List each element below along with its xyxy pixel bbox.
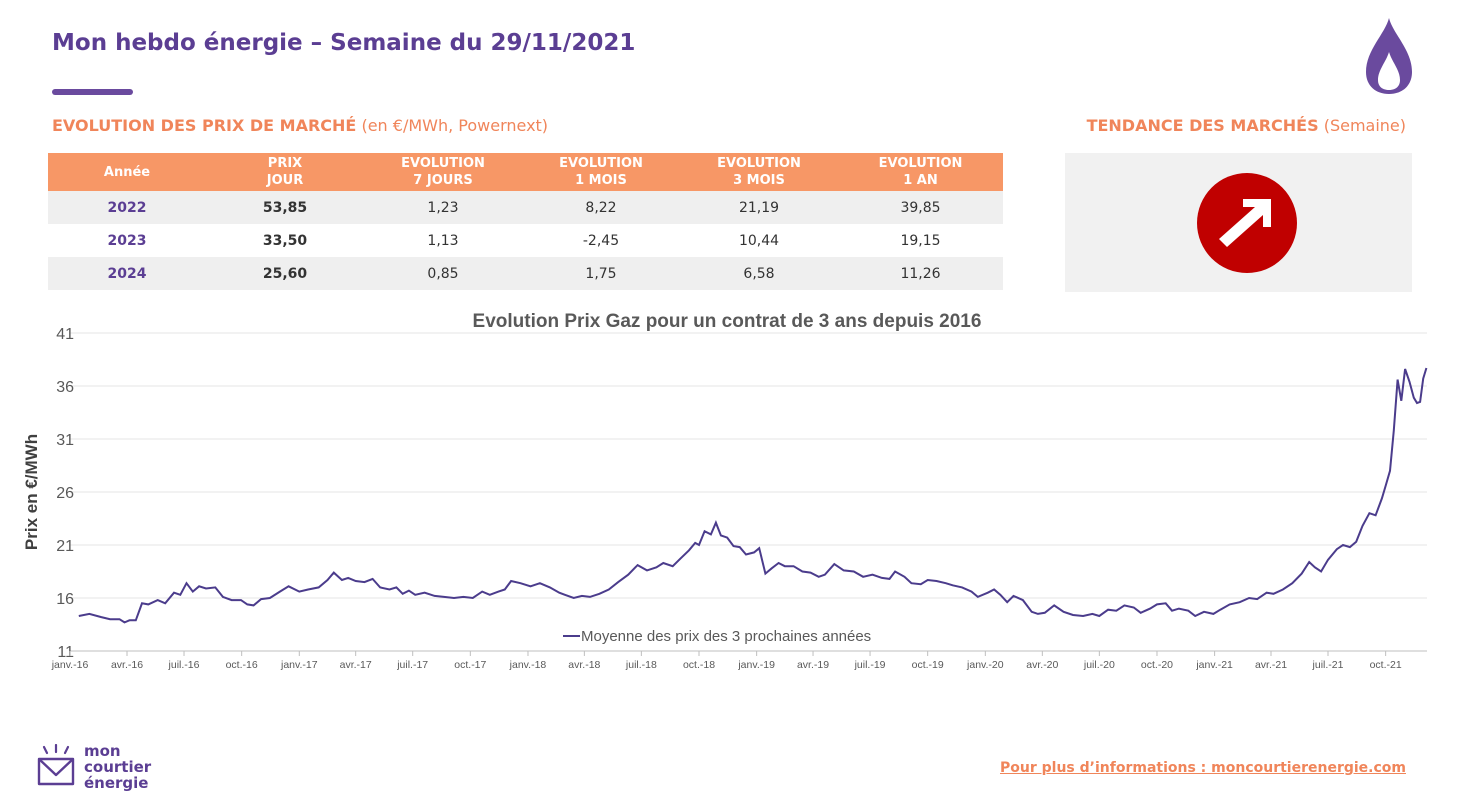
x-tick-label: oct.-18 [683,659,715,671]
trend-section-title: TENDANCE DES MARCHÉS (Semaine) [1086,116,1406,135]
x-tick-label: janv.-19 [737,659,775,671]
header-year: Année [48,153,206,191]
x-tick-label: avr.-19 [797,659,829,671]
cell-day-price: 53,85 [206,191,364,224]
cell-evolution-7d: 1,23 [364,191,522,224]
page-title: Mon hebdo énergie – Semaine du 29/11/202… [52,30,636,56]
up-right-arrow-icon [1197,173,1297,273]
cell-evolution-3m: 21,19 [680,191,838,224]
x-tick-label: avr.-16 [111,659,143,671]
table-row: 2023 33,50 1,13 -2,45 10,44 19,15 [48,224,1003,257]
x-tick-label: avr.-20 [1026,659,1058,671]
x-tick-label: oct.-19 [912,659,944,671]
x-tick-label: oct.-16 [226,659,258,671]
price-chart: Evolution Prix Gaz pour un contrat de 3 … [22,311,1428,671]
cell-evolution-1y: 11,26 [838,257,1003,290]
legend-label: Moyenne des prix des 3 prochaines années [581,628,871,645]
x-tick-label: juil.-16 [168,659,200,671]
table-row: 2024 25,60 0,85 1,75 6,58 11,26 [48,257,1003,290]
x-tick-label: janv.-21 [1195,659,1233,671]
cell-evolution-1y: 19,15 [900,232,941,249]
header-day-price: PRIX JOUR [206,153,364,191]
x-tick-label: avr.-17 [340,659,372,671]
cell-evolution-7d: 1,13 [427,232,459,249]
x-tick-label: oct.-17 [454,659,486,671]
y-tick-label: 36 [56,379,74,396]
y-tick-label: 11 [57,644,74,661]
cell-evolution-3m: 6,58 [680,257,838,290]
logo-icon [37,744,75,786]
x-tick-label: juil.-21 [1312,659,1344,671]
cell-day-price: 33,50 [262,232,308,249]
header-evolution-1y: EVOLUTION 1 AN [838,153,1003,191]
cell-evolution-1m: 1,75 [522,257,680,290]
cell-evolution-7d: 0,85 [364,257,522,290]
x-tick-label: juil.-18 [625,659,657,671]
x-tick-label: juil.-19 [854,659,886,671]
logo-text: mon courtier énergie [84,742,152,792]
table-row: 2022 53,85 1,23 8,22 21,19 39,85 [48,191,1003,224]
cell-evolution-1m: -2,45 [582,232,620,249]
y-axis-label: Prix en €/MWh [22,434,41,550]
cell-year: 2024 [48,257,206,290]
cell-evolution-1y: 39,85 [838,191,1003,224]
cell-year: 2022 [48,191,206,224]
y-tick-label: 16 [56,591,74,608]
x-tick-label: avr.-21 [1255,659,1287,671]
header-evolution-3m: EVOLUTION 3 MOIS [680,153,838,191]
cell-evolution-1m: 8,22 [522,191,680,224]
x-tick-label: oct.-20 [1141,659,1173,671]
x-tick-label: juil.-17 [396,659,428,671]
price-table: Année PRIX JOUR EVOLUTION 7 JOURS EVOLUTIO… [48,153,1003,290]
trend-box [1065,153,1412,292]
y-axis-ticks: 41 36 31 26 21 16 11 [56,326,74,661]
y-tick-label: 31 [56,432,74,449]
more-info-link[interactable]: Pour plus d’informations : moncourtieren… [1000,760,1406,776]
x-axis-ticks: janv.-16 avr.-16 juil.-16 oct.-16 janv.-17 av… [51,651,1402,671]
x-tick-label: janv.-20 [966,659,1004,671]
header-evolution-1m: EVOLUTION 1 MOIS [522,153,680,191]
chart-legend: Moyenne des prix des 3 prochaines années [563,628,871,645]
title-underline [52,89,133,95]
x-tick-label: janv.-16 [51,659,89,671]
x-tick-label: janv.-18 [509,659,547,671]
series-line [78,367,1428,624]
cell-day-price: 25,60 [206,257,364,290]
chart-title: Evolution Prix Gaz pour un contrat de 3 … [473,311,982,332]
x-tick-label: oct.-21 [1370,659,1402,671]
table-header-row: Année PRIX JOUR EVOLUTION 7 JOURS EVOLUTIO… [48,153,1003,191]
flame-icon [1366,18,1412,94]
y-tick-label: 26 [56,485,74,502]
header-evolution-7d: EVOLUTION 7 JOURS [364,153,522,191]
cell-year: 2023 [107,232,147,249]
chart-grid [70,332,1427,652]
y-tick-label: 21 [56,538,74,555]
cell-evolution-3m: 10,44 [738,232,780,249]
market-section-title: EVOLUTION DES PRIX DE MARCHÉ (en €/MWh, … [52,116,549,135]
y-tick-label: 41 [56,326,74,343]
x-tick-label: janv.-17 [280,659,318,671]
x-tick-label: avr.-18 [568,659,600,671]
x-tick-label: juil.-20 [1083,659,1115,671]
